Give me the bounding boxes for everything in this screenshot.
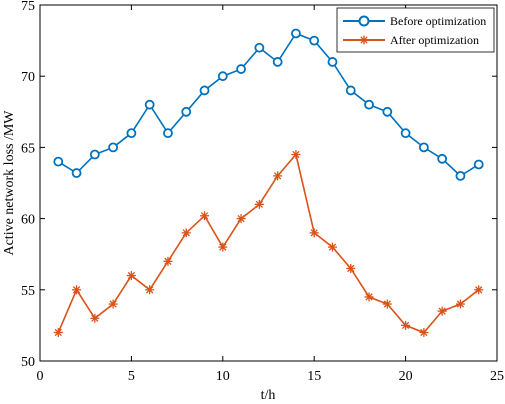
data-point — [382, 299, 392, 309]
data-point — [309, 228, 319, 238]
x-tick-label: 5 — [128, 369, 135, 384]
series-line — [57, 152, 480, 334]
y-tick-label: 70 — [21, 70, 35, 85]
data-point — [89, 149, 100, 160]
legend-marker-after — [359, 35, 369, 45]
data-point — [53, 328, 63, 338]
data-point — [144, 99, 155, 110]
data-point — [272, 57, 283, 67]
series-before — [53, 28, 484, 181]
legend-marker-before — [358, 15, 370, 27]
x-tick-label: 0 — [37, 369, 44, 384]
data-point — [473, 159, 484, 170]
x-tick-label: 20 — [399, 369, 413, 384]
legend: Before optimization After optimization — [336, 7, 495, 53]
y-tick-label: 60 — [21, 213, 35, 228]
y-tick-label: 75 — [21, 0, 35, 14]
legend-label-after: After optimization — [390, 33, 479, 47]
data-point — [126, 128, 137, 139]
legend-label-before: Before optimization — [390, 14, 486, 28]
data-point — [455, 299, 465, 309]
data-point — [53, 156, 64, 167]
legend-box — [336, 7, 495, 53]
data-point — [217, 71, 228, 82]
data-point — [72, 285, 82, 295]
y-axis-label: Active network loss /MW — [2, 110, 17, 256]
data-point — [108, 142, 119, 153]
data-point — [474, 285, 484, 295]
data-point — [236, 214, 246, 224]
data-point — [181, 228, 191, 238]
data-point — [199, 85, 210, 96]
data-point — [163, 128, 173, 139]
data-point — [291, 28, 301, 39]
series-layer — [53, 28, 484, 338]
data-point — [437, 153, 448, 164]
data-point — [254, 199, 264, 209]
data-point — [400, 128, 411, 139]
data-point — [437, 306, 447, 316]
data-point — [90, 313, 100, 323]
data-point — [418, 142, 429, 153]
data-point — [254, 42, 265, 53]
data-point — [291, 150, 301, 160]
data-point — [200, 211, 210, 221]
y-tick-label: 55 — [21, 284, 35, 299]
legend-asterisk — [359, 35, 369, 45]
data-point — [126, 271, 136, 281]
data-point — [327, 242, 337, 252]
data-point — [419, 328, 429, 338]
x-tick-label: 25 — [490, 369, 504, 384]
x-tick-label: 10 — [216, 369, 230, 384]
y-tick-label: 50 — [21, 355, 35, 370]
x-axis-label: t/h — [261, 388, 276, 403]
data-point — [327, 57, 338, 67]
axis-ticks: 0 5 10 15 20 25 50 55 60 65 70 75 — [21, 0, 504, 384]
data-point — [236, 64, 246, 74]
data-point — [218, 242, 228, 252]
data-point — [401, 320, 411, 330]
data-point — [364, 99, 374, 110]
data-point — [108, 299, 118, 309]
data-point — [273, 171, 283, 181]
data-point — [345, 85, 356, 96]
data-point — [309, 35, 320, 46]
data-point — [181, 106, 192, 117]
data-point — [145, 285, 155, 295]
data-point — [163, 256, 173, 266]
data-point — [455, 170, 466, 181]
y-tick-label: 65 — [21, 141, 35, 156]
data-point — [71, 168, 82, 178]
data-point — [346, 263, 356, 273]
data-point — [364, 292, 374, 302]
data-point — [382, 106, 393, 117]
series-after — [53, 150, 484, 338]
x-tick-label: 15 — [307, 369, 321, 384]
